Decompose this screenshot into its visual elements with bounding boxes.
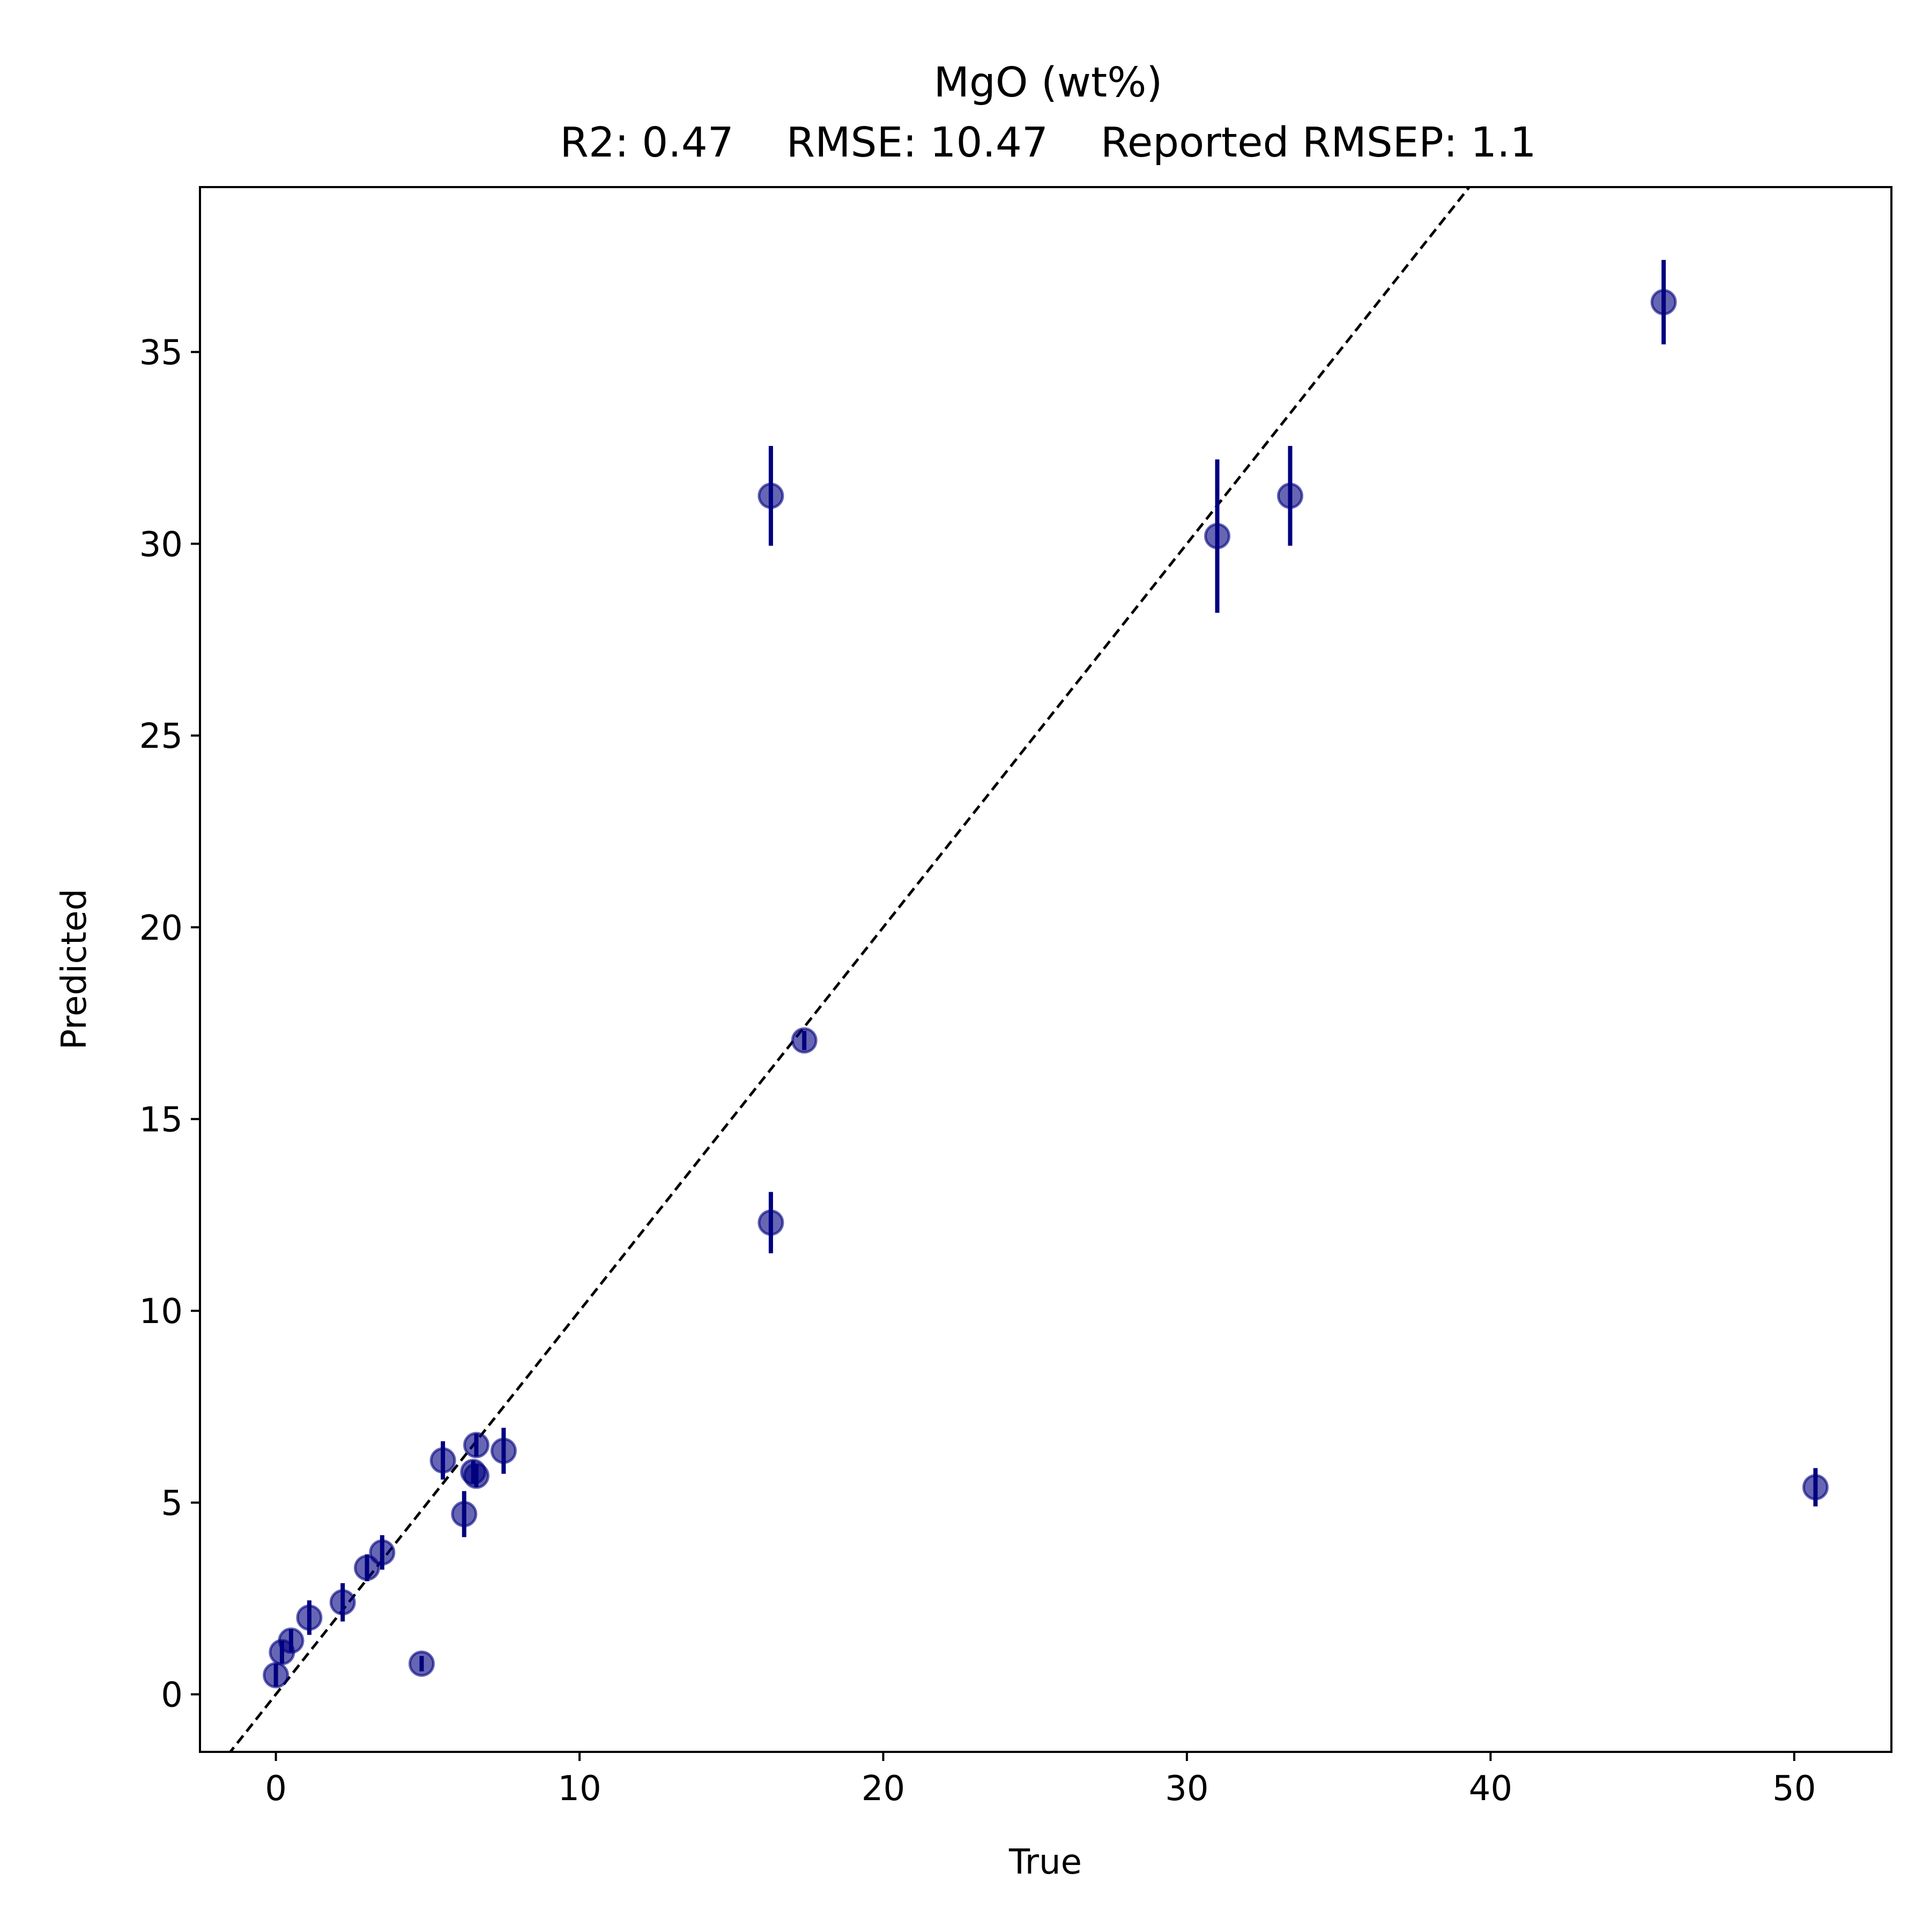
data-point <box>354 1555 381 1581</box>
data-point <box>408 1650 435 1677</box>
plot-frame <box>199 186 1892 1753</box>
data-point <box>369 1539 396 1566</box>
x-tick-label: 50 <box>1772 1769 1816 1809</box>
point-layer <box>263 289 1829 1689</box>
data-point <box>451 1500 478 1527</box>
data-point <box>490 1437 517 1464</box>
data-point <box>463 1432 489 1459</box>
y-tick-label: 25 <box>139 717 183 756</box>
data-point <box>758 482 784 509</box>
x-tick-label: 0 <box>265 1769 287 1809</box>
data-point <box>1276 482 1303 509</box>
data-point <box>1802 1474 1829 1500</box>
chart-subtitle: R2: 0.47 RMSE: 10.47 Reported RMSEP: 1.1 <box>560 119 1536 167</box>
y-tick-label: 15 <box>139 1101 183 1140</box>
y-axis: 0 5 10 15 20 25 30 35 <box>139 333 200 1715</box>
data-point <box>463 1462 489 1489</box>
y-tick-label: 10 <box>139 1292 183 1332</box>
data-point <box>758 1209 784 1236</box>
y-tick-label: 5 <box>161 1484 183 1524</box>
data-point <box>263 1662 290 1689</box>
data-point <box>1204 523 1231 549</box>
x-tick-label: 10 <box>558 1769 601 1809</box>
data-point <box>329 1589 356 1616</box>
y-tick-label: 30 <box>139 525 183 564</box>
x-tick-label: 30 <box>1165 1769 1208 1809</box>
x-tick-label: 40 <box>1469 1769 1512 1809</box>
data-point <box>1650 289 1677 316</box>
data-point <box>429 1447 456 1474</box>
errorbar-layer <box>273 259 1818 1687</box>
x-tick-label: 20 <box>862 1769 905 1809</box>
data-point <box>791 1027 818 1054</box>
data-point <box>278 1628 305 1654</box>
y-tick-label: 20 <box>139 909 183 948</box>
chart-title: MgO (wt%) <box>934 59 1163 107</box>
x-axis-label: True <box>1008 1842 1082 1882</box>
y-tick-label: 0 <box>161 1676 183 1715</box>
y-axis-label: Predicted <box>55 889 94 1050</box>
data-point <box>296 1604 323 1631</box>
x-axis: 0 10 20 30 40 50 <box>265 1752 1816 1809</box>
y-tick-label: 35 <box>139 333 183 373</box>
